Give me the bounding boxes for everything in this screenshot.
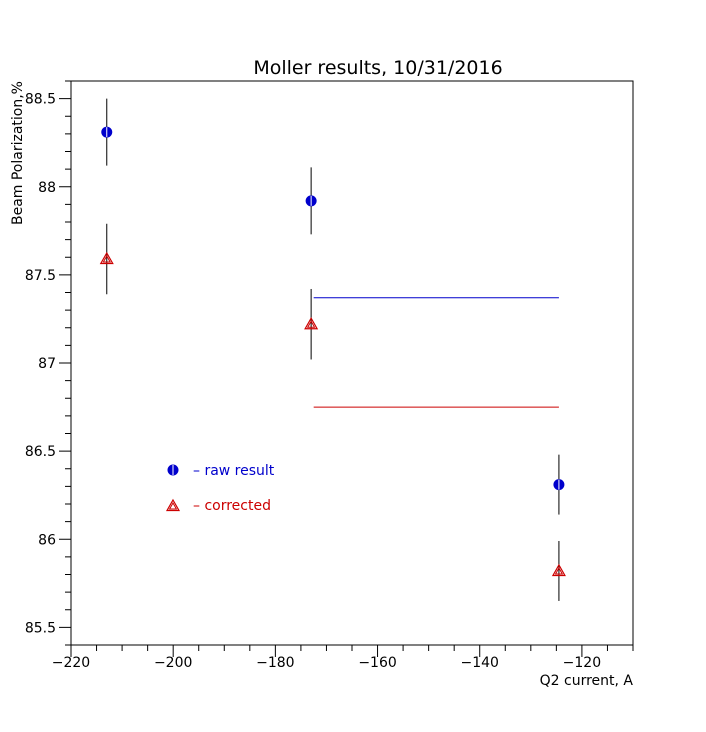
y-tick-label: 88.5: [25, 92, 56, 108]
x-tick-label: −200: [154, 655, 192, 671]
marker-triangle-inner: [554, 566, 564, 575]
series-raw-result: [101, 98, 565, 515]
y-tick-label: 88: [38, 180, 56, 196]
y-tick-label: 86.5: [25, 444, 56, 460]
legend-marker-raw-result: [167, 464, 179, 476]
point-marker: [305, 195, 317, 207]
marker-triangle-inner: [306, 320, 316, 328]
legend-item-raw-result: – raw result: [167, 463, 275, 479]
legend-marker-corrected: [165, 498, 181, 512]
x-tick-label: −140: [461, 655, 499, 671]
data-point: [305, 167, 317, 235]
reference-lines: [313, 297, 559, 408]
data-point: [553, 454, 565, 515]
legend-marker-shape: [165, 498, 181, 512]
y-axis-label: Beam Polarization,%: [10, 81, 26, 225]
legend-label-corrected: – corrected: [193, 498, 271, 514]
x-axis: −220 −200 −180 −160 −140 −120: [52, 645, 634, 671]
y-axis: 85.5 86 86.5 87 87.5 88 88.5: [25, 80, 71, 646]
chart-title: Moller results, 10/31/2016: [253, 57, 502, 79]
point-marker: [553, 479, 565, 491]
marker-triangle: [165, 498, 181, 512]
marker-triangle-inner: [168, 501, 178, 510]
marker-triangle-inner: [102, 254, 112, 263]
x-tick-label: −180: [256, 655, 294, 671]
marker-triangle: [304, 317, 319, 330]
data-points: [99, 98, 566, 601]
series-corrected: [99, 223, 566, 601]
x-tick-label: −160: [358, 655, 396, 671]
x-axis-label: Q2 current, A: [540, 673, 634, 689]
point-marker: [99, 251, 114, 265]
marker-triangle: [99, 251, 114, 265]
point-marker: [551, 563, 566, 577]
y-tick-label: 86: [38, 532, 56, 548]
legend-label-raw-result: – raw result: [193, 463, 275, 479]
data-point: [304, 288, 319, 360]
y-tick-label: 85.5: [25, 620, 56, 636]
data-point: [551, 541, 566, 601]
x-tick-label: −220: [52, 655, 90, 671]
data-point: [99, 223, 114, 295]
y-tick-label: 87.5: [25, 268, 56, 284]
legend-item-corrected: – corrected: [165, 498, 271, 514]
data-point: [101, 98, 113, 166]
point-marker: [304, 317, 319, 330]
point-marker: [101, 126, 113, 138]
x-tick-label: −120: [563, 655, 601, 671]
legend-marker-shape: [167, 464, 179, 476]
marker-triangle: [551, 563, 566, 577]
y-tick-label: 87: [38, 356, 56, 372]
legend: – raw result – corrected: [165, 463, 275, 514]
